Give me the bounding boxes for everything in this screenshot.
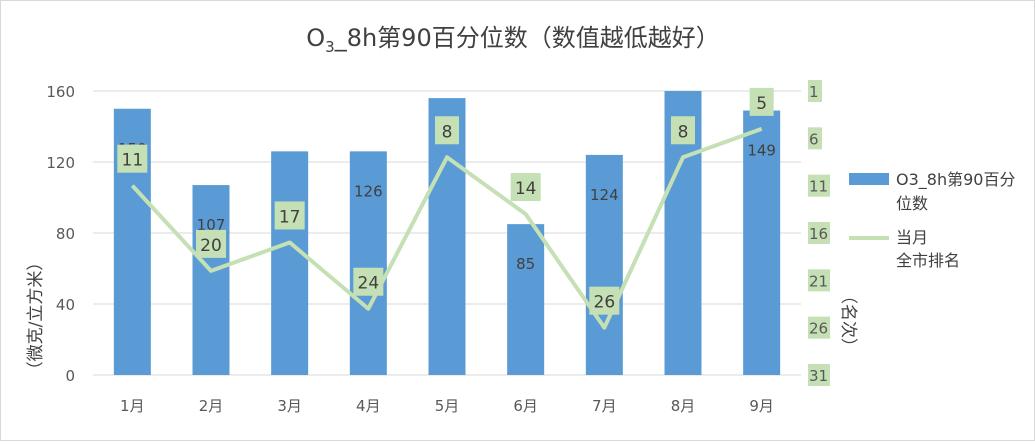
line-series xyxy=(130,126,763,330)
y-right-tick-box xyxy=(808,316,830,339)
bar-value-label: 149 xyxy=(747,142,776,160)
chart-title: O3_8h第90百分位数（数值越低越好） xyxy=(306,24,719,56)
rank-label-box xyxy=(671,116,695,145)
y-right-tick-box xyxy=(808,80,822,102)
rank-label-box xyxy=(749,87,774,116)
y-right-tick-label: 26 xyxy=(809,320,828,338)
y-right-tick-label: 21 xyxy=(809,272,828,290)
legend-line-label-line1: 当月 xyxy=(896,228,928,247)
x-tick-label: 6月 xyxy=(513,397,538,415)
rank-label: 11 xyxy=(122,151,144,171)
bar-value-label: 126 xyxy=(354,182,383,200)
y-right-tick-label: 6 xyxy=(809,130,819,148)
y-right-tick-box xyxy=(808,127,822,150)
bar xyxy=(743,110,781,376)
bar xyxy=(271,151,309,375)
legend-bar-label-line1: O3_8h第90百分 xyxy=(896,170,1015,190)
legend: O3_8h第90百分 位数 当月 全市排名 xyxy=(849,170,1015,270)
bar-value-label: 85 xyxy=(516,255,535,273)
bar-value-label: 107 xyxy=(197,216,226,234)
rank-label: 17 xyxy=(279,207,301,227)
y-axis-right-title: （名次） xyxy=(838,287,858,355)
x-tick-label: 2月 xyxy=(199,397,224,415)
rank-label-box xyxy=(117,144,148,173)
bar xyxy=(507,224,545,375)
bar xyxy=(349,151,387,375)
rank-label-box xyxy=(589,286,620,315)
rank-label: 20 xyxy=(200,236,222,256)
bar-value-label: 124 xyxy=(590,186,619,204)
rank-label: 26 xyxy=(594,293,616,313)
rank-label-box xyxy=(196,229,226,258)
legend-bar-swatch xyxy=(849,173,889,185)
y-right-tick-box xyxy=(808,364,830,386)
y-right-tick-box xyxy=(808,174,830,197)
rank-label-box xyxy=(274,201,305,230)
x-tick-label: 5月 xyxy=(435,397,460,415)
y-axis-left-title: （微克/立方米） xyxy=(26,254,46,379)
y-left-tick-label: 0 xyxy=(65,367,75,385)
y-right-tick-label: 31 xyxy=(809,367,828,385)
rank-label-box xyxy=(435,116,459,145)
x-tick-label: 9月 xyxy=(749,397,774,415)
legend-line-label-line2: 全市排名 xyxy=(896,251,960,270)
rank-label-box xyxy=(510,173,541,202)
legend-bar-label-line2: 位数 xyxy=(896,194,928,213)
y-right-tick-box xyxy=(808,222,830,244)
rank-label: 24 xyxy=(358,274,380,294)
y-right-tick-label: 16 xyxy=(809,225,828,243)
x-tick-label: 7月 xyxy=(592,397,617,415)
rank-line xyxy=(130,126,763,330)
rank-label-box xyxy=(353,267,384,296)
y-left-tick-label: 160 xyxy=(46,83,75,101)
x-tick-label: 8月 xyxy=(671,397,696,415)
y-right-tick-box xyxy=(808,269,830,292)
y-left-tick-label: 40 xyxy=(56,296,75,314)
bar xyxy=(192,185,230,375)
rank-label: 14 xyxy=(515,179,537,199)
y-right-tick-label: 1 xyxy=(809,83,819,101)
y-left-tick-label: 80 xyxy=(56,225,75,243)
rank-label: 5 xyxy=(756,94,767,114)
x-tick-label: 3月 xyxy=(277,397,302,415)
x-tick-label: 4月 xyxy=(356,397,381,415)
y-right-tick-label: 11 xyxy=(809,178,828,196)
y-left-tick-label: 120 xyxy=(46,154,75,172)
bar xyxy=(585,154,623,375)
rank-label: 8 xyxy=(678,122,689,142)
rank-label: 8 xyxy=(442,122,453,142)
x-tick-label: 1月 xyxy=(120,397,145,415)
